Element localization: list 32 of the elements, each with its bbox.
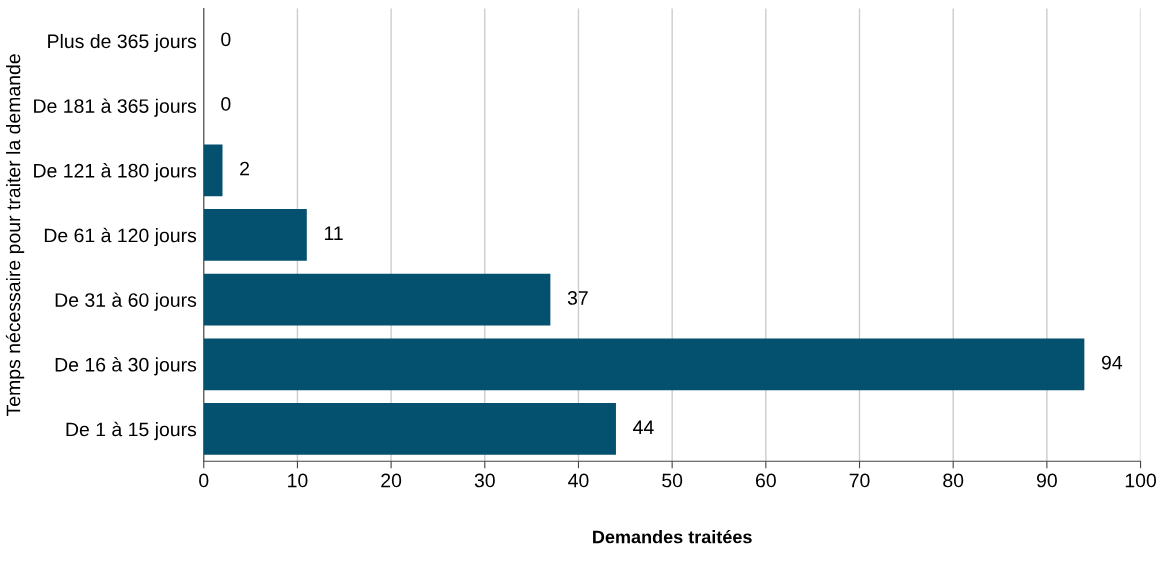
y-tick-label: De 121 à 180 jours (34, 163, 197, 182)
bar (203, 403, 616, 455)
bar (203, 209, 307, 261)
x-tick-label: 10 (288, 473, 308, 488)
y-tick-label: De 31 à 60 jours (55, 292, 197, 311)
x-tick-label: 80 (943, 473, 964, 488)
data-label: 37 (567, 291, 588, 305)
bar (203, 273, 551, 326)
data-label: 11 (324, 226, 343, 240)
x-tick-label: 50 (662, 473, 683, 488)
x-tick-label: 90 (1036, 473, 1057, 488)
y-tick-label: De 16 à 30 jours (55, 357, 197, 376)
x-axis-title: Demandes traitées (593, 529, 752, 544)
x-tick-label: 100 (1125, 473, 1157, 488)
x-tick-label: 30 (474, 473, 495, 488)
x-tick-label: 40 (568, 473, 589, 488)
bar (203, 144, 223, 197)
data-label: 0 (221, 97, 231, 111)
data-label: 44 (633, 420, 654, 434)
x-tick-label: 0 (199, 473, 209, 488)
data-label: 2 (240, 161, 249, 176)
y-tick-label: De 61 à 120 jours (44, 227, 197, 247)
data-label: 0 (221, 32, 231, 47)
y-tick-label: De 1 à 15 jours (66, 421, 197, 441)
x-tick-label: 70 (849, 473, 870, 488)
y-tick-label: De 181 à 365 jours (34, 98, 197, 117)
y-tick-label: Plus de 365 jours (48, 33, 197, 53)
x-tick-label: 20 (381, 473, 402, 488)
bar (203, 338, 1085, 391)
data-label: 94 (1101, 355, 1123, 370)
x-tick-label: 60 (756, 473, 776, 488)
y-axis-title: Temps nécessaire pour traiter la demande (5, 54, 25, 417)
